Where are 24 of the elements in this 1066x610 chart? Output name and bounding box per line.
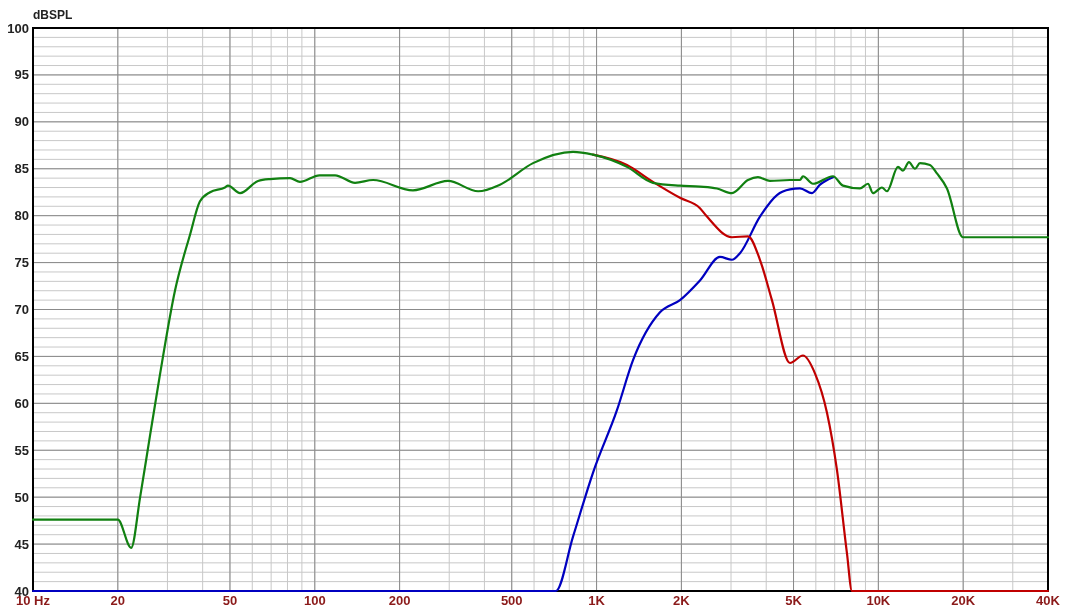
- y-tick-label: 70: [14, 302, 29, 317]
- x-tick-label: 100: [303, 593, 326, 608]
- x-tick-label: 1K: [588, 593, 606, 608]
- y-tick-label: 55: [14, 442, 29, 458]
- y-tick-label: 65: [14, 348, 29, 364]
- x-tick-label: 500: [500, 593, 523, 608]
- x-tick-label: 20: [110, 593, 126, 608]
- x-tick-label: 50: [222, 593, 238, 608]
- y-tick-label: 75: [14, 255, 29, 271]
- x-tick-label: 10K: [866, 593, 891, 608]
- x-tick-label: 200: [388, 593, 411, 608]
- x-tick-label: 5K: [785, 593, 803, 608]
- y-tick-label: 100: [7, 20, 29, 36]
- y-tick-label: 45: [14, 536, 29, 552]
- x-tick-label: 40K: [1036, 593, 1061, 608]
- x-tick-label: 2K: [673, 593, 691, 608]
- y-tick-label: 90: [14, 114, 29, 130]
- y-tick-label: 50: [14, 489, 29, 505]
- y-tick-label: 60: [14, 395, 29, 411]
- x-tick-label: 20K: [951, 593, 976, 608]
- y-tick-label: 80: [14, 208, 29, 224]
- y-axis-title: dBSPL: [33, 8, 73, 22]
- y-tick-label: 85: [14, 161, 29, 177]
- y-tick-label: 95: [14, 67, 29, 83]
